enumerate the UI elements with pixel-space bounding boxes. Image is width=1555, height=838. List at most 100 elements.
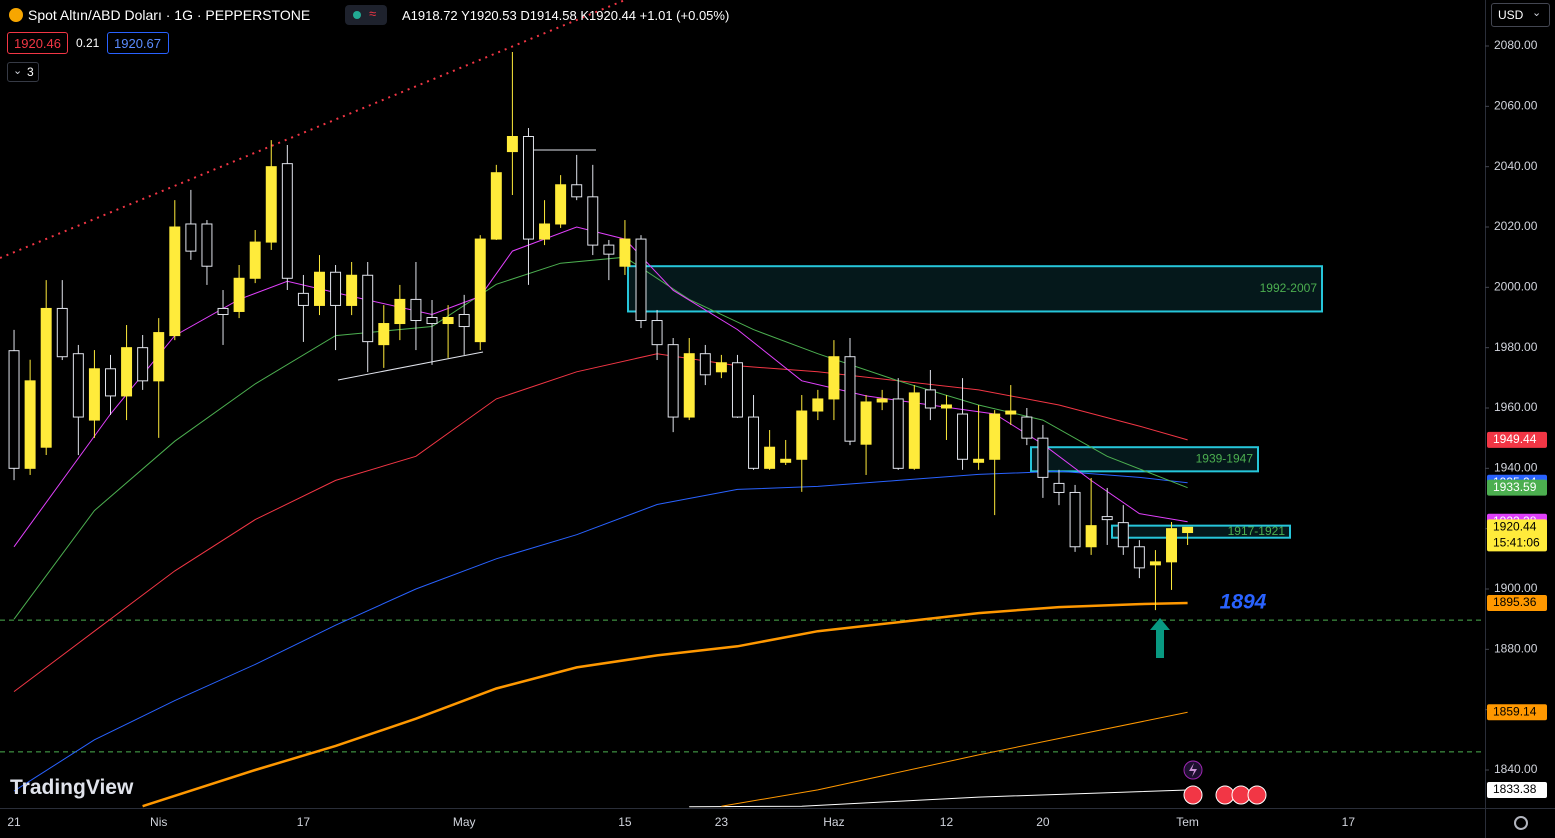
candle-body	[603, 244, 615, 255]
candle-body	[587, 196, 599, 246]
x-tick-label: 12	[940, 815, 954, 829]
settings-icon[interactable]	[1514, 816, 1528, 830]
x-tick-label: May	[453, 815, 476, 829]
candle-body	[571, 184, 583, 198]
price-tag-label: 1895.36	[1493, 595, 1537, 609]
event-icon	[1189, 763, 1197, 777]
chevron: ⌄	[1532, 7, 1542, 19]
sell-button[interactable]: 1920.46	[7, 32, 68, 54]
candle-body	[1166, 528, 1177, 563]
ohlc: A1918.72 Y1920.53 D1914.58 K1920.44 +1.0…	[402, 8, 729, 23]
y-tick-label: 1940.00	[1494, 461, 1538, 475]
candle-body	[506, 136, 518, 153]
symbol-icon	[9, 8, 23, 22]
candle-body	[378, 323, 390, 346]
candle-body	[748, 416, 760, 469]
candle-body	[40, 307, 52, 448]
flag-icon[interactable]	[1247, 785, 1267, 805]
ma-line	[13, 470, 1188, 792]
flag-icon[interactable]	[1215, 785, 1235, 805]
countdown: 15:41:06	[1493, 536, 1540, 550]
candle-body	[88, 368, 100, 421]
flag-icon[interactable]	[1183, 785, 1203, 805]
x-tick-label: 15	[618, 815, 632, 829]
candle-body	[474, 238, 486, 343]
x-tick-label: 21	[7, 815, 21, 829]
spread: 0.21	[76, 36, 100, 50]
ohlc-value: 1914.58	[529, 8, 577, 23]
price-tag-label: 1920.44	[1493, 520, 1537, 534]
candle-body	[330, 271, 342, 306]
ohlc-key: Y	[461, 8, 470, 23]
price-tag	[1487, 704, 1547, 721]
candle-body	[957, 413, 969, 460]
candle-body	[1101, 516, 1113, 521]
candle-body	[522, 136, 534, 240]
candle-body	[1182, 526, 1194, 534]
candle-body	[1149, 561, 1161, 566]
candle-body	[1021, 416, 1033, 439]
ohlc-value: 1920.53	[469, 8, 517, 23]
candle-body	[539, 223, 551, 240]
trendline	[337, 351, 484, 381]
candle-body	[876, 398, 888, 403]
candle-body	[555, 184, 567, 225]
zone	[1111, 524, 1291, 539]
candle-body	[314, 271, 325, 306]
flag-icon[interactable]	[1231, 785, 1251, 805]
price-tag	[1487, 781, 1547, 798]
candle-body	[1085, 525, 1097, 548]
zone-label: 1917-1921	[1228, 524, 1286, 538]
candle-body	[699, 353, 711, 376]
ohlc-key: K	[580, 8, 590, 23]
candle-body	[442, 316, 454, 325]
ohlc-key: A	[402, 8, 411, 23]
ohlc-value: 1918.72	[410, 8, 458, 23]
change: +1.01 (+0.05%)	[639, 8, 730, 23]
candle-body	[233, 277, 245, 312]
trendline	[0, 0, 626, 259]
plot: 1840.001860.001880.001900.001920.001940.…	[0, 38, 1547, 829]
candle-body	[940, 404, 952, 409]
x-tick-label: Nis	[150, 815, 167, 829]
indicator-toggle[interactable]: ⌄ 3	[7, 62, 39, 82]
candle-body	[169, 226, 181, 337]
zone-label: 1939-1947	[1196, 451, 1254, 465]
currency-select[interactable]: USD ⌄	[1491, 3, 1550, 27]
candle-body	[410, 298, 422, 322]
x-tick-label: 20	[1036, 815, 1050, 829]
candle-body	[989, 413, 1001, 460]
market-open	[353, 11, 361, 19]
y-tick-label: 1960.00	[1494, 400, 1538, 414]
delay-icon: ≈	[369, 6, 377, 21]
candle-body	[362, 274, 374, 343]
price-tag-label: 1949.44	[1493, 432, 1537, 446]
chevron: ⌄	[13, 65, 23, 77]
candle-body	[121, 347, 133, 397]
status: ≈	[345, 5, 387, 25]
buy-button[interactable]: 1920.67	[107, 32, 169, 54]
candle-body	[105, 368, 116, 397]
candle-body	[1005, 410, 1017, 415]
x-tick-label: 17	[297, 815, 311, 829]
candle-body	[346, 274, 358, 306]
price-tag	[1487, 479, 1547, 496]
watermark: TradingView	[10, 776, 134, 799]
candle-body	[860, 401, 872, 445]
candle-body	[153, 332, 165, 382]
candle-body	[185, 223, 197, 252]
candle-body	[812, 398, 824, 412]
candle-body	[8, 350, 20, 469]
y-tick-label: 1900.00	[1494, 581, 1538, 595]
x-tick-label: Tem	[1176, 815, 1199, 829]
zone	[1030, 446, 1259, 473]
candle-body	[1117, 522, 1129, 548]
indicator-count: 3	[27, 65, 34, 79]
x-tick-label: 17	[1342, 815, 1356, 829]
candle-body	[892, 398, 904, 469]
candle-body	[394, 298, 406, 325]
arrow	[1150, 618, 1170, 658]
y-tick-label: 2080.00	[1494, 38, 1538, 52]
